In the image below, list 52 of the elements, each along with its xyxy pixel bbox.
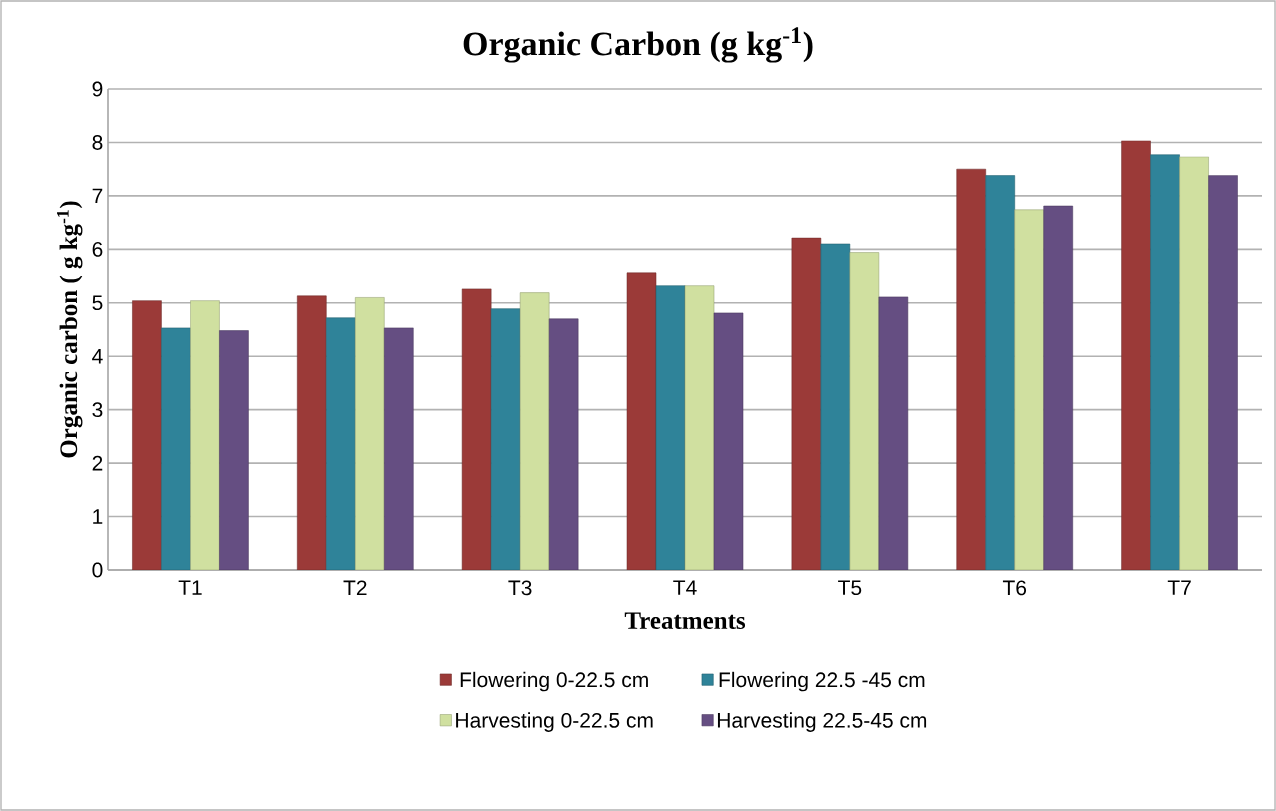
y-tick-label: 6 <box>92 241 103 257</box>
legend-label: Flowering 22.5 -45 cm <box>719 671 925 692</box>
bar <box>878 296 909 570</box>
bar <box>655 285 686 570</box>
bar <box>461 288 492 570</box>
bar <box>713 312 744 570</box>
bar <box>1014 209 1044 570</box>
chart-title: Organic Carbon (g kg$^{-1}$) <box>463 27 813 63</box>
y-tick-label: 3 <box>92 402 103 418</box>
x-tick-label: T4 <box>673 580 697 595</box>
bar <box>490 308 521 570</box>
bar <box>791 237 822 570</box>
x-tick-label: T6 <box>1002 580 1027 596</box>
legend-label: Flowering 0-22.5 cm <box>460 671 648 692</box>
y-tick-label: 0 <box>92 562 103 578</box>
bar <box>1150 154 1180 570</box>
x-tick-label: T2 <box>343 580 367 596</box>
legend-label: Harvesting 0-22.5 cm <box>456 712 653 732</box>
x-tick-label: T7 <box>1167 580 1191 595</box>
x-axis-title: Treatments <box>624 612 746 630</box>
x-tick-label: T3 <box>508 580 532 596</box>
bar <box>548 318 579 570</box>
bar <box>519 292 550 570</box>
y-axis-title: Organic carbon ( g kg$^{-1}$) <box>57 201 83 458</box>
bar <box>1121 140 1151 570</box>
y-tick-label: 5 <box>92 295 103 311</box>
y-tick-label: 7 <box>92 188 103 204</box>
bar <box>849 252 880 570</box>
bar <box>384 327 414 570</box>
bar <box>326 317 356 570</box>
bar <box>820 243 851 570</box>
bar <box>190 300 220 570</box>
y-tick-label: 8 <box>92 135 103 150</box>
bar <box>132 300 162 570</box>
x-tick-label: T5 <box>838 580 862 596</box>
bar <box>355 297 385 570</box>
bar <box>297 295 327 570</box>
legend-label: Harvesting 22.5-45 cm <box>717 712 927 732</box>
bar <box>956 168 986 570</box>
bar <box>1179 156 1209 570</box>
bar <box>985 175 1015 570</box>
bar <box>1208 175 1238 570</box>
x-tick-label: T1 <box>178 580 202 595</box>
bar <box>1043 205 1073 570</box>
y-tick-label: 2 <box>92 455 103 471</box>
bar <box>161 327 191 570</box>
bar <box>219 330 249 570</box>
y-tick-label: 4 <box>92 348 103 364</box>
bar <box>684 285 715 570</box>
y-tick-label: 1 <box>93 509 103 524</box>
bar <box>626 272 657 570</box>
y-tick-label: 9 <box>92 81 103 97</box>
